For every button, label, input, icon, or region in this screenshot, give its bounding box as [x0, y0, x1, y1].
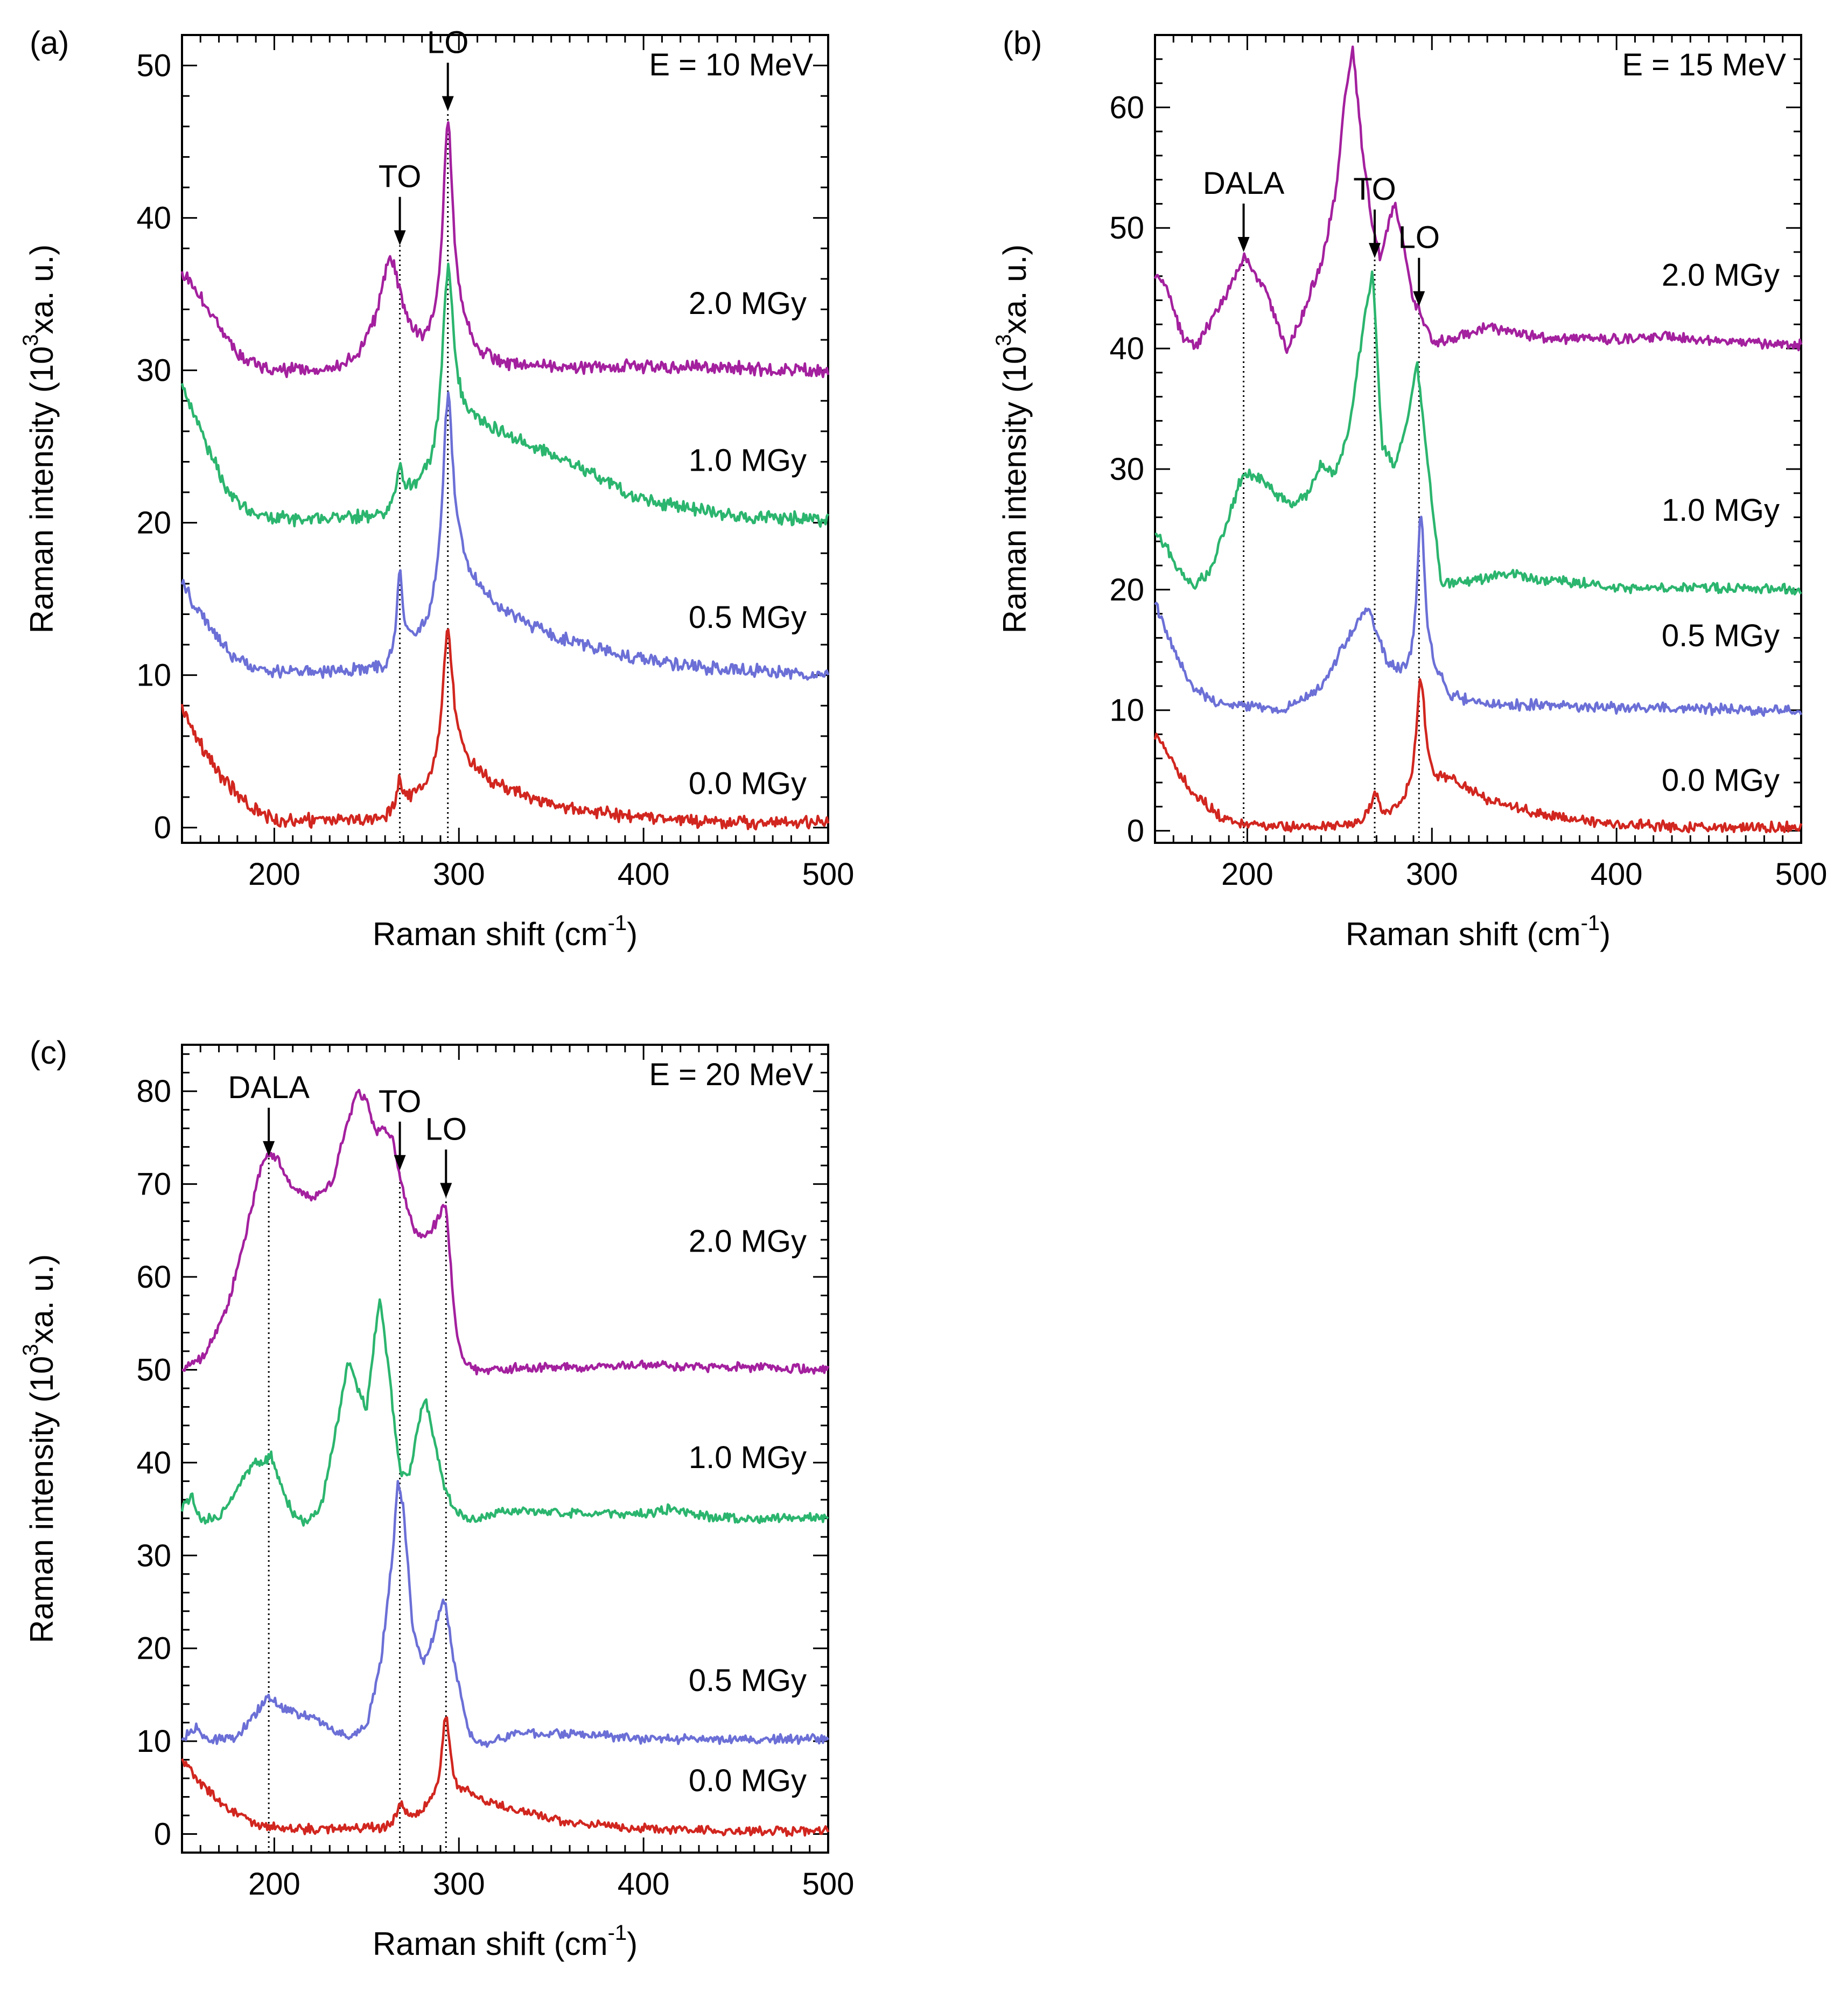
y-tick-label: 10	[136, 1724, 171, 1759]
plot-frame	[181, 34, 829, 844]
spectrum-line-05	[181, 1480, 829, 1748]
spectrum-line-20	[1153, 45, 1803, 354]
spectrum-line-05	[180, 391, 830, 681]
y-tick-label: 20	[1109, 572, 1144, 607]
y-axis-label: Raman intensity (103xa. u.)	[992, 244, 1033, 634]
y-tick-label: 20	[136, 1631, 171, 1666]
y-tick-label: 20	[136, 506, 171, 541]
spectrum-line-10	[180, 262, 829, 528]
x-tick-label: 400	[1591, 857, 1643, 892]
peak-label: TO	[1353, 172, 1396, 207]
x-tick-label: 500	[802, 857, 855, 892]
peak-label: TO	[379, 1084, 422, 1119]
spectrum-line-00	[181, 1716, 830, 1838]
arrow-head	[394, 230, 406, 246]
series-label: 1.0 MGy	[689, 1440, 807, 1475]
plot-frame	[181, 1044, 829, 1854]
y-axis-label: Raman intensity (103xa. u.)	[19, 1254, 60, 1644]
series-label: 0.5 MGy	[689, 600, 807, 635]
y-tick-label: 80	[136, 1074, 171, 1109]
peak-label: LO	[427, 25, 468, 60]
arrow-head	[394, 1155, 406, 1170]
arrow-head	[1369, 243, 1381, 259]
y-tick-label: 60	[136, 1260, 171, 1295]
arrow-head	[442, 96, 454, 111]
series-label: 0.0 MGy	[689, 1763, 807, 1798]
energy-label: E = 20 MeV	[649, 1057, 813, 1092]
spectrum-line-20	[181, 1088, 830, 1375]
spectrum-line-00	[1153, 678, 1803, 834]
spectrum-line-05	[1154, 515, 1803, 717]
panel-a: (a) 200 300 400 500 0 10 20 30 40 50 Raman shift (c…	[19, 25, 854, 952]
peak-label: DALA	[1203, 166, 1285, 201]
y-tick-label: 40	[136, 201, 171, 236]
y-tick-label: 30	[136, 1538, 171, 1573]
x-tick-label: 400	[618, 1867, 670, 1902]
series-label: 2.0 MGy	[1662, 258, 1780, 293]
peak-label: LO	[425, 1112, 467, 1147]
y-tick-label: 50	[136, 1352, 171, 1387]
panel-label: (b)	[1003, 25, 1042, 61]
series-label: 0.0 MGy	[689, 766, 807, 801]
arrow-head	[440, 1183, 452, 1198]
y-tick-label: 70	[136, 1167, 171, 1202]
series-label: 2.0 MGy	[689, 1224, 807, 1259]
x-axis-label: Raman shift (cm-1)	[373, 1921, 638, 1962]
x-tick-label: 200	[248, 857, 300, 892]
series-label: 2.0 MGy	[689, 286, 807, 321]
energy-label: E = 10 MeV	[649, 47, 813, 82]
y-tick-label: 0	[154, 811, 171, 846]
arrow-head	[1413, 291, 1425, 306]
x-axis-label: Raman shift (cm-1)	[373, 911, 638, 952]
y-tick-label: 40	[136, 1445, 171, 1480]
y-tick-label: 50	[1109, 211, 1144, 246]
x-tick-label: 400	[618, 857, 670, 892]
series-label: 0.5 MGy	[689, 1663, 807, 1698]
series-label: 1.0 MGy	[1662, 493, 1780, 528]
panel-c: (c) 200 300 400 500 0 10 20 30 40 50 60 70 80 Raman sh…	[19, 1035, 854, 1962]
y-tick-label: 0	[154, 1817, 171, 1852]
x-tick-label: 500	[1775, 857, 1828, 892]
arrow-head	[263, 1141, 275, 1156]
panel-label: (c)	[30, 1035, 67, 1071]
x-tick-label: 300	[433, 1867, 485, 1902]
plot-frame	[1154, 34, 1802, 844]
spectrum-line-10	[1154, 270, 1802, 596]
y-tick-label: 60	[1109, 90, 1144, 125]
y-tick-label: 0	[1127, 814, 1144, 849]
spectrum-line-00	[180, 628, 830, 831]
x-axis-label: Raman shift (cm-1)	[1346, 911, 1611, 952]
series-label: 0.0 MGy	[1662, 763, 1780, 798]
x-tick-label: 300	[433, 857, 485, 892]
energy-label: E = 15 MeV	[1622, 47, 1786, 82]
panel-label: (a)	[30, 25, 69, 61]
x-tick-label: 200	[1221, 857, 1273, 892]
y-axis-label: Raman intensity (103xa. u.)	[19, 244, 60, 634]
series-label: 1.0 MGy	[689, 443, 807, 478]
y-tick-label: 30	[1109, 452, 1144, 487]
y-tick-label: 50	[136, 48, 171, 83]
arrow-head	[1237, 236, 1250, 252]
x-tick-label: 200	[248, 1867, 300, 1902]
spectrum-line-10	[180, 1298, 829, 1527]
y-tick-label: 10	[1109, 693, 1144, 728]
panel-b: (b) 200 300 400 500 0 10 20 30 40 50 60 Raman shift …	[992, 25, 1827, 952]
peak-label: TO	[379, 159, 422, 194]
x-tick-label: 300	[1406, 857, 1458, 892]
peak-label: LO	[1398, 220, 1440, 255]
peak-label: DALA	[228, 1070, 310, 1105]
y-tick-label: 40	[1109, 331, 1144, 366]
y-tick-label: 10	[136, 658, 171, 693]
spectrum-line-20	[180, 121, 830, 379]
y-tick-label: 30	[136, 353, 171, 388]
series-label: 0.5 MGy	[1662, 618, 1780, 653]
x-tick-label: 500	[802, 1867, 855, 1902]
